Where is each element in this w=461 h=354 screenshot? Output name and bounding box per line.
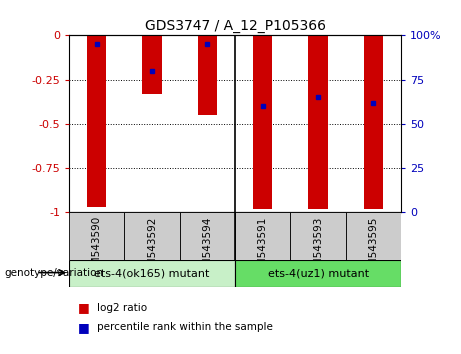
Bar: [87, 35, 106, 207]
FancyBboxPatch shape: [180, 212, 235, 260]
Text: log2 ratio: log2 ratio: [97, 303, 147, 313]
FancyBboxPatch shape: [346, 212, 401, 260]
Text: GSM543594: GSM543594: [202, 216, 213, 280]
FancyBboxPatch shape: [290, 212, 346, 260]
FancyBboxPatch shape: [124, 212, 180, 260]
Text: GSM543595: GSM543595: [368, 216, 378, 280]
Bar: [142, 35, 162, 94]
Bar: [364, 35, 383, 209]
Text: GSM543592: GSM543592: [147, 216, 157, 280]
Title: GDS3747 / A_12_P105366: GDS3747 / A_12_P105366: [145, 19, 325, 33]
FancyBboxPatch shape: [235, 260, 401, 287]
Text: ets-4(uz1) mutant: ets-4(uz1) mutant: [267, 268, 369, 279]
FancyBboxPatch shape: [69, 260, 235, 287]
Text: ■: ■: [78, 321, 90, 334]
Text: ■: ■: [78, 302, 90, 314]
FancyBboxPatch shape: [69, 212, 124, 260]
Bar: [308, 35, 328, 209]
Bar: [198, 35, 217, 115]
Text: GSM543590: GSM543590: [92, 216, 102, 279]
Text: genotype/variation: genotype/variation: [5, 268, 104, 278]
Text: ets-4(ok165) mutant: ets-4(ok165) mutant: [95, 268, 210, 279]
FancyBboxPatch shape: [235, 212, 290, 260]
Text: GSM543593: GSM543593: [313, 216, 323, 280]
Bar: [253, 35, 272, 209]
Text: GSM543591: GSM543591: [258, 216, 268, 280]
Text: percentile rank within the sample: percentile rank within the sample: [97, 322, 273, 332]
